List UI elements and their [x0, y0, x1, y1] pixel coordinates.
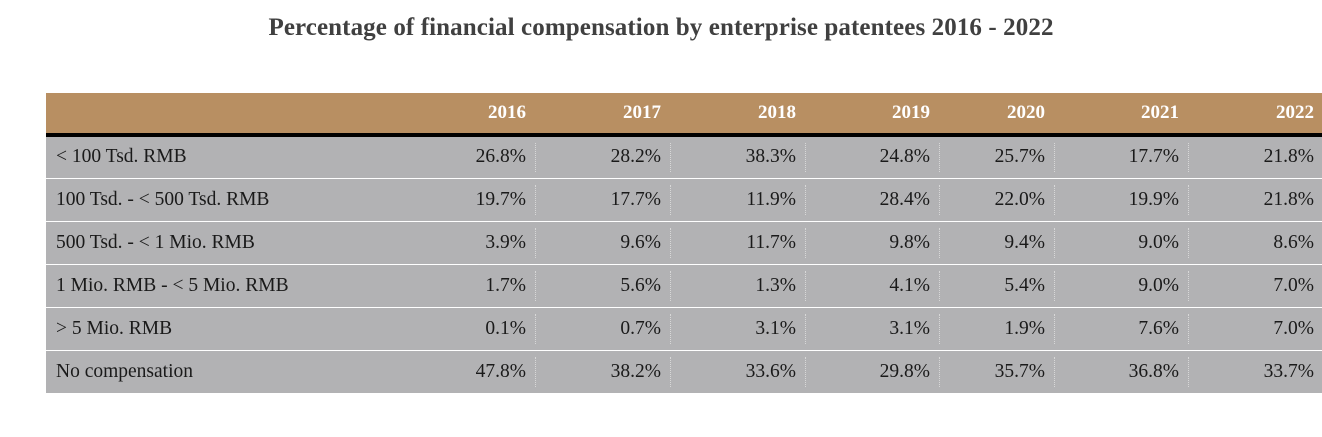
column-header-year: 2016: [488, 102, 526, 123]
table-cell-value: 47.8%: [314, 349, 536, 393]
column-header-year: 2022: [1276, 102, 1314, 123]
table-cell-value: 0.7%: [536, 306, 671, 350]
table-cell-value: 33.7%: [1189, 349, 1322, 393]
table-cell-value: 7.0%: [1189, 263, 1322, 307]
column-header-year: 2019: [892, 102, 930, 123]
row-label: < 100 Tsd. RMB: [56, 146, 187, 168]
table-header-row: 2016 2017 2018 2019 2020 2021 2022: [46, 93, 1322, 135]
table-row: 1 Mio. RMB - < 5 Mio. RMB 1.7% 5.6% 1.3% 4.1…: [46, 263, 1322, 307]
table-cell-value: 11.9%: [671, 177, 806, 221]
table-cell-value: 19.9%: [1055, 177, 1189, 221]
table-cell-value: 5.6%: [536, 263, 671, 307]
table-cell-value: 8.6%: [1189, 220, 1322, 264]
table-cell-value: 1.3%: [671, 263, 806, 307]
table-cell-value: 9.0%: [1055, 220, 1189, 264]
table-row: No compensation 47.8% 38.2% 33.6% 29.8% 35.7%…: [46, 349, 1322, 393]
column-header-year: 2021: [1141, 102, 1179, 123]
table-cell-value: 17.7%: [1055, 135, 1189, 178]
table-cell-value: 35.7%: [940, 349, 1055, 393]
table-cell-value: 21.8%: [1263, 146, 1314, 168]
table-cell-value: 17.7%: [536, 177, 671, 221]
table-cell-value: 28.4%: [806, 177, 940, 221]
chart-title: Percentage of financial compensation by …: [268, 14, 1054, 41]
table-cell-value: 21.8%: [1189, 177, 1322, 221]
table-cell-value: 5.4%: [940, 263, 1055, 307]
table-cell-value: 36.8%: [1055, 349, 1189, 393]
table-cell-value: 26.8%: [314, 135, 536, 178]
row-label: > 5 Mio. RMB: [46, 306, 314, 350]
table-cell-value: 3.1%: [806, 306, 940, 350]
data-table: 2016 2017 2018 2019 2020 2021 2022 < 100 Tsd. …: [46, 93, 1322, 393]
table-cell-value: 11.7%: [671, 220, 806, 264]
row-label: No compensation: [46, 349, 314, 393]
table-cell-value: 38.2%: [536, 349, 671, 393]
column-header-year: 2017: [623, 102, 661, 123]
column-header-year: 2018: [758, 102, 796, 123]
table-cell-value: 9.4%: [940, 220, 1055, 264]
column-header-year: 2020: [1007, 102, 1045, 123]
table-cell-value: 24.8%: [806, 135, 940, 178]
row-label: 100 Tsd. - < 500 Tsd. RMB: [46, 177, 314, 221]
table-cell-value: 38.3%: [671, 135, 806, 178]
row-label: 500 Tsd. - < 1 Mio. RMB: [46, 220, 314, 264]
table-cell-value: 29.8%: [806, 349, 940, 393]
table-cell-value: 28.2%: [536, 135, 671, 178]
table-cell-value: 0.1%: [314, 306, 536, 350]
table-cell-value: 4.1%: [806, 263, 940, 307]
table-body: < 100 Tsd. RMB 26.8% 28.2% 38.3% 24.8% 25.7% 1…: [46, 135, 1322, 393]
table-header: 2016 2017 2018 2019 2020 2021 2022: [46, 93, 1322, 135]
table-cell-value: 9.6%: [536, 220, 671, 264]
row-label: 1 Mio. RMB - < 5 Mio. RMB: [46, 263, 314, 307]
table-cell-value: 9.8%: [806, 220, 940, 264]
data-table-container: 2016 2017 2018 2019 2020 2021 2022 < 100 Tsd. …: [46, 93, 1322, 393]
table-cell-value: 3.9%: [314, 220, 536, 264]
table-row: < 100 Tsd. RMB 26.8% 28.2% 38.3% 24.8% 25.7% 1…: [46, 135, 1322, 178]
column-header-label: [46, 93, 314, 135]
table-cell-value: 7.6%: [1055, 306, 1189, 350]
table-cell-value: 25.7%: [940, 135, 1055, 178]
table-cell-value: 22.0%: [940, 177, 1055, 221]
table-row: > 5 Mio. RMB 0.1% 0.7% 3.1% 3.1% 1.9% 7.6% 7.0%: [46, 306, 1322, 350]
table-row: 100 Tsd. - < 500 Tsd. RMB 19.7% 17.7% 11.9%…: [46, 177, 1322, 221]
table-cell-value: 9.0%: [1055, 263, 1189, 307]
table-cell-value: 1.9%: [940, 306, 1055, 350]
table-cell-value: 19.7%: [314, 177, 536, 221]
table-cell-value: 3.1%: [671, 306, 806, 350]
table-cell-value: 7.0%: [1189, 306, 1322, 350]
table-cell-value: 33.6%: [671, 349, 806, 393]
table-row: 500 Tsd. - < 1 Mio. RMB 3.9% 9.6% 11.7% 9.8%…: [46, 220, 1322, 264]
table-cell-value: 1.7%: [314, 263, 536, 307]
